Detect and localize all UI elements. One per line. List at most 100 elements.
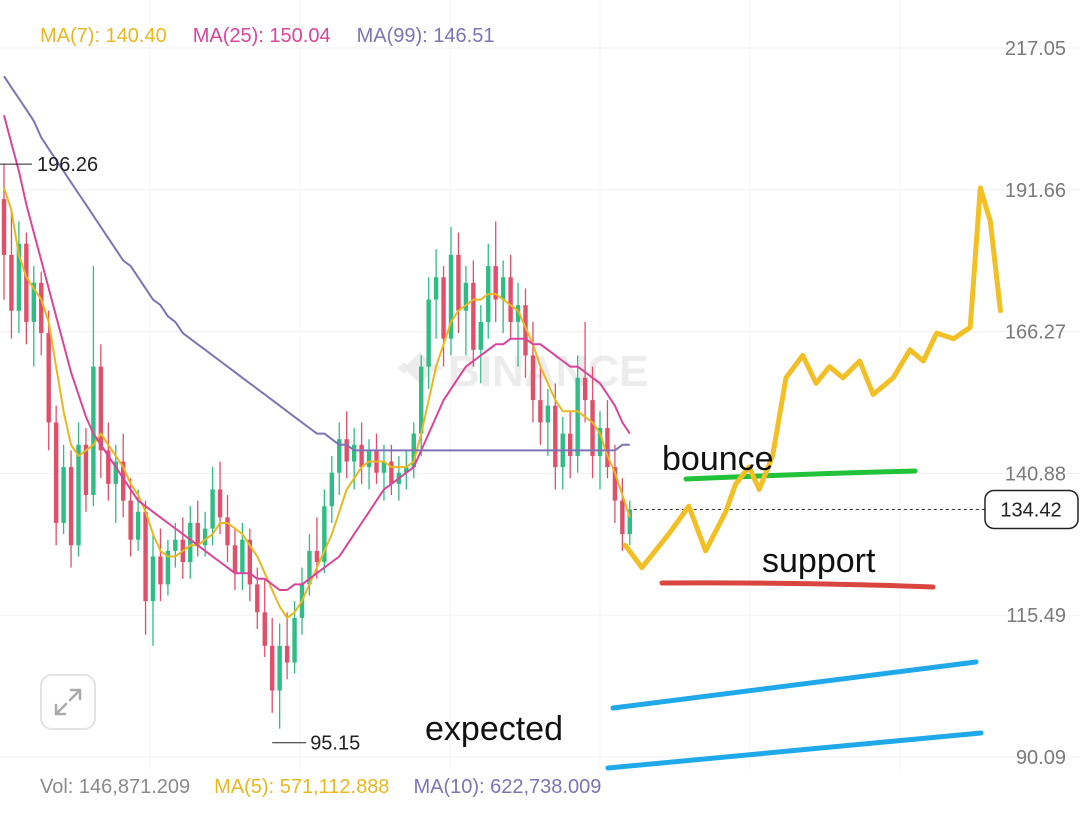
candle-body [389, 461, 394, 484]
candle-body [247, 539, 253, 585]
legend-ma99: MA(99): 146.51 [356, 25, 495, 47]
candle-body [150, 556, 156, 602]
high-marker-label: 196.26 [37, 154, 98, 176]
expected-line-lower [605, 730, 984, 771]
candle-body [255, 584, 260, 613]
volume-ma5: MA(5): 571,112.888 [214, 776, 390, 798]
candle-body [106, 450, 111, 484]
candle-body [217, 489, 223, 518]
projection-path [622, 185, 1003, 571]
annotation-support: support [762, 542, 876, 580]
volume-legend: Vol: 146,871.209 MA(5): 571,112.888 MA(1… [40, 776, 601, 799]
volume-ma10: MA(10): 622,738.009 [413, 776, 602, 798]
candle-body [590, 400, 595, 456]
candle-body [545, 405, 551, 423]
candle-body [337, 439, 342, 473]
candle-body [605, 428, 610, 468]
candle-body [381, 461, 387, 473]
candle-body [91, 366, 96, 496]
candle-body [493, 266, 498, 300]
y-tick-label: 217.05 [1005, 38, 1066, 60]
candle-body [627, 509, 632, 535]
candle-body [158, 556, 163, 585]
candle-body [202, 528, 208, 546]
candle-body [419, 366, 424, 434]
legend-ma25: MA(25): 150.04 [192, 25, 331, 47]
candle-body [31, 282, 36, 322]
candle-body [195, 522, 200, 546]
current-price-box [984, 489, 1079, 530]
candle-body [240, 539, 245, 574]
candle-body [530, 355, 536, 401]
y-tick-label: 166.27 [1005, 322, 1066, 344]
candle-body [314, 550, 320, 563]
fullscreen-button[interactable] [40, 674, 96, 730]
y-tick-label: 191.66 [1005, 180, 1066, 202]
low-marker-label: 95.15 [310, 733, 360, 755]
candle-body [404, 467, 409, 473]
candle-body [292, 617, 297, 663]
candle-body [113, 461, 118, 484]
candle-body [165, 550, 171, 585]
candle-body [433, 277, 439, 300]
candle-body [575, 377, 580, 456]
ma-line-99 [3, 75, 630, 452]
candle-body [582, 377, 588, 401]
support-line [659, 580, 936, 590]
candle-body [270, 645, 275, 691]
candle-body [76, 444, 81, 546]
ma-line-25 [3, 115, 631, 591]
y-tick-label: 115.49 [1006, 605, 1066, 627]
candle-body [508, 277, 513, 322]
candle-body [46, 333, 51, 423]
candle-body [262, 612, 267, 646]
watermark-text: BINANCE [448, 347, 648, 396]
candle-body [553, 405, 558, 468]
candle-body [39, 282, 44, 334]
candle-body [277, 645, 282, 691]
candle-body [188, 522, 193, 563]
candle-body [83, 444, 89, 496]
candle-body [597, 428, 603, 456]
candle-body [426, 299, 431, 367]
candle-body [232, 545, 238, 574]
candle-body [568, 433, 573, 456]
candle-body [307, 550, 312, 585]
candle-body [225, 517, 230, 546]
candle-body [98, 366, 104, 451]
annotation-expected: expected [425, 710, 563, 748]
y-tick-label: 90.09 [1016, 747, 1066, 769]
candle-body [16, 243, 22, 311]
legend-ma7: MA(7): 140.40 [40, 25, 167, 47]
candle-body [359, 444, 364, 468]
candle-body [53, 422, 59, 523]
candle-body [620, 500, 625, 535]
candle-body [612, 467, 618, 501]
candle-body [1, 199, 7, 255]
bounce-line [683, 468, 918, 482]
expected-line-upper [610, 659, 979, 711]
ma-legend: MA(7): 140.40 MA(25): 150.04 MA(99): 146… [40, 25, 494, 48]
candle-body [448, 254, 454, 339]
candle-body [515, 305, 521, 322]
candle-body [478, 321, 483, 350]
y-tick-label: 140.88 [1005, 463, 1066, 485]
candle-body [322, 506, 327, 563]
candle-body [61, 467, 66, 523]
candle-body [441, 277, 446, 339]
expand-arrows-icon [54, 688, 82, 716]
candle-body [24, 243, 29, 322]
candle-body [284, 645, 290, 663]
candle-body [173, 539, 178, 551]
candle-body [68, 467, 74, 546]
candle-body [500, 277, 506, 300]
candle-body [471, 282, 476, 350]
candle-body [344, 439, 349, 462]
candle-body [456, 254, 461, 311]
candle-body [329, 472, 334, 507]
annotation-bounce: bounce [662, 440, 774, 478]
volume-value: Vol: 146,871.209 [40, 776, 191, 798]
candle-body [121, 461, 126, 501]
